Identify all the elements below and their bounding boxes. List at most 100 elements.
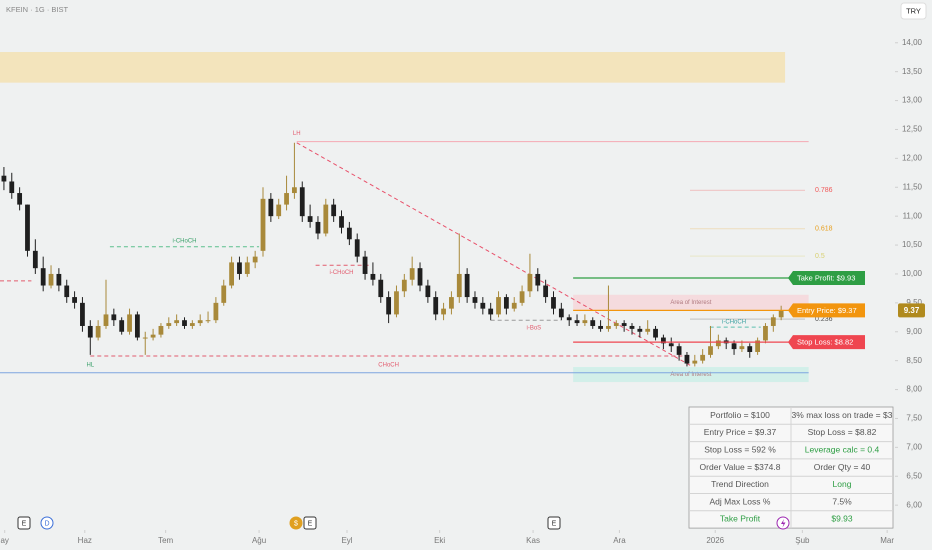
candle-body [708, 346, 713, 355]
candle-body [346, 227, 352, 240]
table-cell: Stop Loss = $8.82 [808, 427, 877, 437]
candle-body [519, 291, 525, 303]
candle-body [17, 193, 23, 205]
candle-body [763, 325, 768, 341]
x-tick-label: 2026 [706, 536, 724, 545]
candle-body [166, 323, 172, 326]
candle-body [72, 297, 77, 303]
candle-body [111, 314, 117, 321]
candle-body [417, 268, 423, 286]
candle-body [370, 273, 376, 280]
y-tick-label: 14,00 [902, 38, 923, 47]
table-cell: Leverage calc = 0.4 [805, 445, 880, 455]
y-tick-label: 12,00 [902, 153, 923, 162]
y-tick-label: 6,00 [906, 500, 922, 509]
candle-body [127, 314, 132, 332]
event-icon-label: E [22, 520, 27, 527]
candle-body [464, 273, 470, 298]
candle-body [252, 256, 258, 263]
candle-body [488, 308, 494, 315]
candle-body [142, 337, 148, 339]
currency-button[interactable] [900, 2, 927, 20]
candle-body [692, 360, 698, 364]
candle-body [276, 204, 282, 217]
y-tick-label: 13,00 [902, 96, 923, 105]
annotation: LH [293, 131, 301, 137]
zone [573, 294, 809, 310]
event-icon [289, 516, 303, 530]
candle-body [40, 268, 46, 286]
candle-body [645, 328, 651, 332]
candle-body [613, 323, 619, 326]
table-cell: 3% max loss on trade = $3 [792, 410, 893, 420]
candle-body [747, 346, 753, 352]
table-cell: Long [833, 479, 852, 489]
event-icon-label: E [308, 520, 313, 527]
table-cell: Portfolio = $100 [710, 410, 770, 420]
event-icon [40, 516, 54, 530]
candle-body [150, 334, 156, 338]
candle-body [299, 187, 305, 217]
candle-body [237, 262, 242, 274]
annotation: i-BoS [527, 325, 542, 331]
candle-body [668, 343, 674, 347]
trade-label: Entry Price: $9.37 [797, 306, 857, 315]
candle-body [174, 320, 180, 324]
candle-body [676, 346, 682, 355]
candle-body [755, 340, 761, 352]
candle-body [472, 297, 478, 303]
candle-body [331, 204, 337, 217]
candle-body [449, 297, 454, 309]
candle-body [95, 325, 101, 338]
candle-body [378, 279, 384, 298]
zone-label: Area of Interest [670, 300, 711, 306]
candle-body [653, 328, 658, 338]
candle-body [189, 323, 195, 326]
y-tick-label: 12,50 [902, 125, 923, 134]
x-tick-label: Ağu [252, 536, 266, 545]
candle-body [182, 320, 187, 326]
candle-body [48, 273, 54, 286]
candle-body [543, 285, 549, 298]
last-price-label: 9.37 [904, 306, 920, 315]
fib-label: 0.5 [815, 253, 825, 260]
candle-body [1, 175, 7, 182]
y-tick-label: 11,50 [903, 182, 923, 191]
y-tick-label: 7,00 [906, 442, 922, 451]
fib-label: 0.618 [815, 226, 833, 233]
y-tick-label: 10,50 [902, 240, 923, 249]
x-tick-label: Haz [78, 536, 92, 545]
x-tick-label: Eki [434, 536, 445, 545]
x-tick-label: Ara [613, 536, 626, 545]
x-tick-label: Şub [795, 536, 810, 545]
alert-bolt [781, 519, 786, 528]
candle-body [527, 273, 533, 292]
candle-body [401, 279, 407, 292]
trade-tag [788, 271, 865, 286]
candle-body [25, 204, 30, 251]
chart-title: KFEIN · 1G · BIST [6, 5, 69, 14]
zone [0, 52, 786, 83]
currency-label[interactable]: TRY [906, 6, 921, 15]
candle-body [292, 187, 297, 194]
candle-body [629, 325, 635, 329]
candle-body [134, 314, 140, 338]
candle-body [32, 250, 38, 269]
candle-body [684, 354, 690, 364]
candle-body [119, 320, 125, 332]
candle-body [660, 337, 666, 344]
table-cell: Order Value = $374.8 [700, 462, 781, 472]
candle-body [637, 328, 643, 332]
candle-body [221, 285, 227, 303]
x-tick-label: Tem [158, 536, 173, 545]
candle-body [778, 310, 784, 318]
x-tick-label: Mar [880, 536, 894, 545]
y-tick-label: 11,00 [903, 211, 923, 220]
y-tick-label: 10,00 [902, 269, 923, 278]
table-cell: 7.5% [832, 496, 852, 506]
annotation: i-CHoCH [330, 270, 354, 276]
candle-body [480, 302, 486, 309]
candle-body [590, 320, 596, 326]
